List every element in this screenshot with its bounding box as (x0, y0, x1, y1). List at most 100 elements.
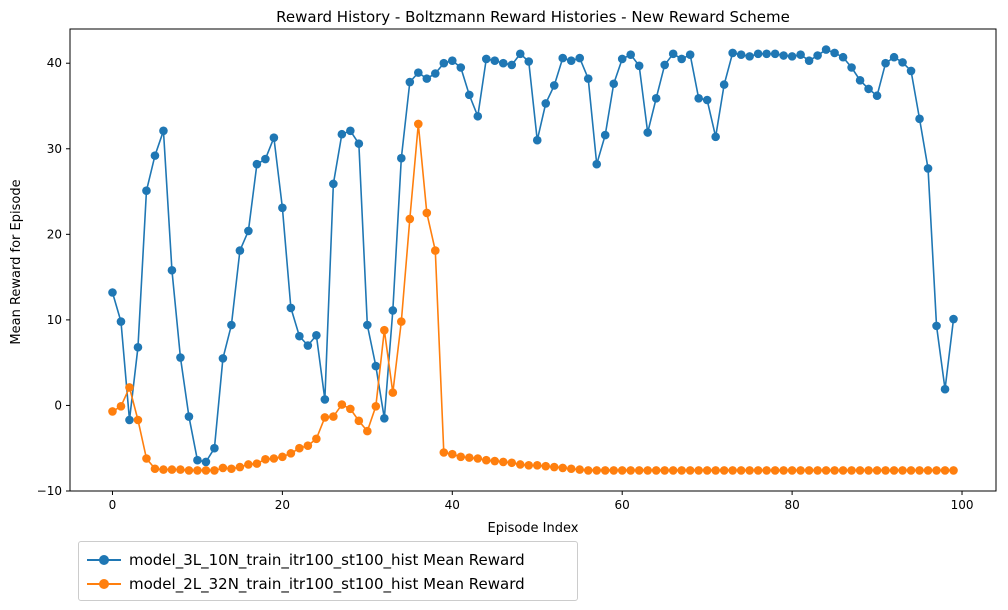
legend-label-series-2: model_2L_32N_train_itr100_st100_hist Mea… (129, 575, 525, 593)
data-point (889, 52, 899, 62)
data-point (422, 208, 432, 218)
data-point (566, 56, 576, 65)
data-point (218, 354, 228, 363)
data-point (414, 68, 423, 77)
data-point (363, 320, 372, 330)
data-point (439, 58, 449, 68)
data-point (320, 395, 330, 404)
x-tick-label: 80 (784, 498, 799, 512)
data-point (872, 91, 882, 101)
data-point (736, 466, 746, 475)
data-point (159, 465, 168, 474)
data-point (736, 50, 746, 59)
data-point (847, 466, 856, 475)
data-point (643, 128, 652, 137)
legend: model_3L_10N_train_itr100_st100_hist Mea… (78, 541, 578, 601)
data-point (770, 466, 780, 475)
data-point (380, 325, 389, 335)
data-point (660, 60, 669, 70)
series-1 (108, 45, 958, 467)
data-point (447, 449, 457, 459)
data-point (481, 455, 491, 465)
data-point (626, 50, 635, 59)
data-point (261, 154, 270, 164)
data-point (515, 49, 525, 59)
axes-frame (69, 28, 997, 492)
data-point (346, 404, 355, 414)
legend-swatch-series-2 (87, 577, 121, 591)
data-point (651, 466, 661, 475)
data-point (184, 412, 194, 421)
legend-label-series-1: model_3L_10N_train_itr100_st100_hist Mea… (129, 551, 525, 569)
data-point (532, 135, 542, 145)
data-point (915, 114, 924, 124)
data-point (864, 466, 873, 475)
data-point (847, 63, 856, 72)
data-point (711, 466, 720, 475)
data-point (473, 111, 483, 121)
data-point (422, 74, 432, 83)
data-point (915, 466, 924, 475)
data-point (464, 453, 474, 462)
data-point (600, 466, 610, 475)
data-point (889, 466, 899, 475)
data-point (397, 317, 406, 326)
data-point (864, 84, 873, 94)
data-point (133, 342, 143, 352)
data-point (312, 434, 321, 444)
data-point (227, 464, 236, 474)
data-point (431, 69, 440, 78)
data-point (329, 412, 338, 421)
data-point (286, 449, 296, 458)
data-point (940, 466, 950, 475)
data-point (269, 133, 279, 142)
data-point (184, 466, 194, 475)
data-point (201, 457, 211, 467)
data-point (634, 466, 644, 475)
data-point (592, 466, 602, 475)
data-point (753, 466, 763, 475)
data-point (872, 466, 882, 475)
data-point (532, 461, 542, 470)
data-point (932, 321, 941, 331)
data-point (507, 458, 517, 468)
data-point (150, 151, 160, 160)
data-point (728, 466, 737, 475)
data-point (142, 454, 151, 463)
data-point (201, 466, 211, 475)
series-2 (108, 119, 958, 475)
data-point (549, 462, 559, 472)
data-point (626, 466, 635, 475)
data-point (261, 455, 270, 464)
data-point (813, 51, 822, 60)
data-point (337, 129, 347, 139)
data-point (796, 50, 805, 59)
data-point (906, 66, 916, 76)
data-point (583, 74, 593, 83)
series-line-2 (112, 123, 954, 472)
data-point (312, 330, 321, 340)
data-point (303, 441, 313, 450)
data-point (830, 48, 839, 58)
y-tick-label: 20 (47, 227, 62, 241)
x-tick-label: 60 (615, 498, 630, 512)
data-point (677, 54, 686, 64)
data-point (388, 306, 398, 315)
data-point (278, 203, 287, 213)
data-point (541, 99, 551, 108)
data-point (346, 126, 355, 136)
data-point (414, 119, 423, 129)
y-tick-label: 30 (47, 142, 62, 156)
data-point (320, 413, 330, 422)
data-point (235, 462, 245, 472)
data-point (125, 383, 134, 392)
data-point (193, 455, 202, 465)
data-point (668, 466, 678, 475)
data-point (685, 50, 695, 59)
data-point (728, 48, 737, 58)
axes: 0 20 40 60 80 100 −10 0 10 20 30 40 (37, 28, 997, 512)
data-point (541, 461, 551, 471)
data-point (949, 314, 958, 324)
data-point (133, 415, 143, 425)
